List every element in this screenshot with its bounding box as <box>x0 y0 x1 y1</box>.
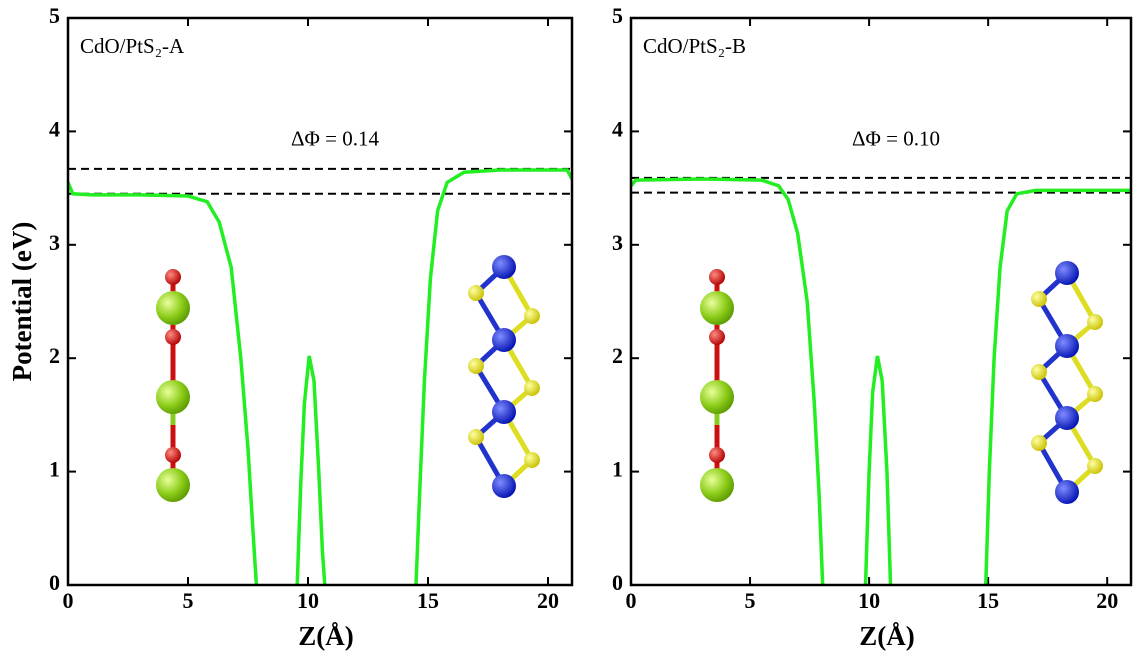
y-tick-label: 0 <box>49 570 60 595</box>
y-tick-label: 2 <box>612 343 623 368</box>
pts2-structure <box>1031 261 1103 504</box>
potential-line <box>68 168 572 585</box>
y-tick-label: 5 <box>49 3 60 28</box>
x-tick-label: 20 <box>1096 588 1118 613</box>
pts2-structure <box>468 255 540 498</box>
x-tick-label: 10 <box>297 588 319 613</box>
x-tick-label: 10 <box>858 588 880 613</box>
x-tick-label: 0 <box>63 588 74 613</box>
y-tick-label: 2 <box>49 343 60 368</box>
x-tick-label: 20 <box>537 588 559 613</box>
y-tick-label: 3 <box>49 230 60 255</box>
x-tick-label: 15 <box>977 588 999 613</box>
plot-frame <box>66 16 574 587</box>
panel-label: CdO/PtS₂-B <box>643 34 746 58</box>
y-tick-label: 0 <box>612 570 623 595</box>
y-tick-label: 5 <box>612 3 623 28</box>
panel-label: CdO/PtS₂-A <box>80 34 185 58</box>
x-axis-label: Z(Å) <box>859 621 915 651</box>
potential-line <box>631 177 1131 585</box>
plot-frame <box>629 16 1133 587</box>
x-tick-label: 15 <box>417 588 439 613</box>
y-tick-label: 4 <box>612 116 623 141</box>
y-axis-label: Potential (eV) <box>7 222 37 382</box>
y-tick-label: 1 <box>612 457 623 482</box>
cdo-structure <box>156 269 190 502</box>
delta-phi-label: ΔΦ = 0.14 <box>291 126 379 150</box>
x-tick-label: 5 <box>745 588 756 613</box>
delta-phi-label: ΔΦ = 0.10 <box>852 126 940 150</box>
y-tick-label: 3 <box>612 230 623 255</box>
x-tick-label: 5 <box>183 588 194 613</box>
cdo-structure <box>700 269 734 502</box>
y-tick-label: 1 <box>49 457 60 482</box>
y-tick-label: 4 <box>49 116 60 141</box>
x-axis-label: Z(Å) <box>298 621 354 651</box>
x-tick-label: 0 <box>626 588 637 613</box>
